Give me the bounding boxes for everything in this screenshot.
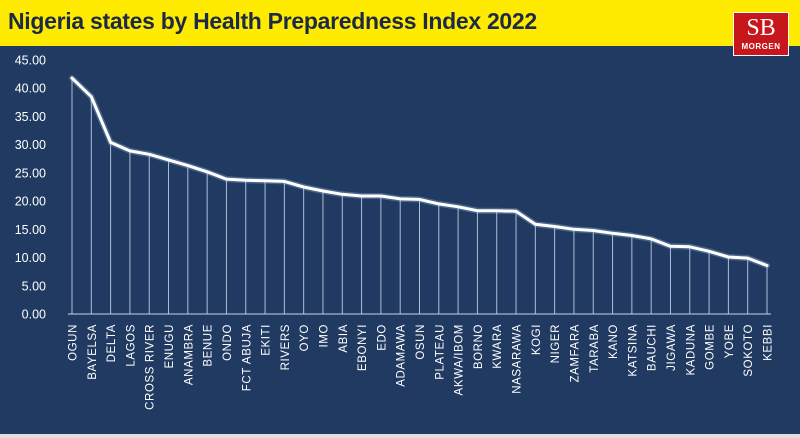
x-tick-label: IMO — [318, 324, 330, 348]
chart-title: Nigeria states by Health Preparedness In… — [8, 8, 537, 34]
x-tick-label: JIGAWA — [666, 324, 678, 371]
data-point — [109, 141, 112, 144]
data-point — [746, 256, 749, 260]
x-tick-label: BAUCHI — [647, 324, 659, 371]
logo-name: MORGEN — [741, 42, 781, 51]
x-tick-label: KATSINA — [627, 324, 639, 377]
x-tick-label: ZAMFARA — [569, 324, 581, 383]
data-point — [456, 205, 460, 208]
data-point — [592, 229, 595, 232]
brand-logo: SB MORGEN — [733, 12, 789, 56]
x-tick-label: NIGER — [550, 324, 562, 363]
x-tick-label: NASARAWA — [512, 324, 524, 394]
x-tick-label: CROSS RIVER — [145, 324, 157, 410]
y-tick-label: 10.00 — [15, 251, 46, 265]
x-tick-label: OGUN — [68, 324, 80, 361]
x-tick-label: TARABA — [589, 324, 601, 373]
x-tick-label: AKWA/IBOM — [454, 324, 466, 395]
data-point — [186, 164, 190, 167]
logo-mark: SB — [746, 15, 776, 41]
x-tick-label: RIVERS — [280, 324, 292, 370]
title-bar: Nigeria states by Health Preparedness In… — [0, 0, 800, 46]
data-point — [707, 250, 711, 253]
x-tick-label: ANAMBRA — [183, 324, 195, 385]
y-tick-label: 30.00 — [15, 138, 46, 152]
x-tick-label: BAYELSA — [87, 324, 99, 380]
data-point — [90, 95, 93, 98]
x-tick-label: OYO — [299, 324, 311, 351]
x-tick-label: YOBE — [724, 324, 736, 358]
data-point — [495, 209, 498, 212]
y-tick-label: 45.00 — [15, 54, 46, 68]
x-tick-label: ONDO — [222, 324, 234, 361]
y-tick-label: 15.00 — [15, 223, 46, 237]
data-point — [765, 264, 769, 267]
data-point — [225, 177, 228, 181]
x-tick-label: BENUE — [203, 324, 215, 367]
y-tick-label: 35.00 — [15, 110, 46, 124]
data-point — [128, 149, 132, 153]
x-tick-label: BORNO — [473, 324, 485, 369]
data-point — [572, 228, 576, 231]
data-point — [321, 189, 325, 193]
x-tick-label: OSUN — [415, 324, 427, 360]
data-point — [476, 209, 479, 212]
x-tick-label: KADUNA — [685, 324, 697, 376]
data-point — [148, 153, 151, 156]
data-point — [514, 210, 518, 213]
data-point — [398, 197, 402, 201]
data-point — [727, 255, 730, 259]
x-tick-label: SOKOTO — [743, 324, 755, 377]
x-tick-label: KWARA — [492, 324, 504, 369]
x-tick-label: DELTA — [106, 324, 118, 362]
data-point — [341, 193, 344, 196]
x-tick-label: FCT ABUJA — [241, 324, 253, 391]
x-tick-label: LAGOS — [125, 324, 137, 367]
data-point — [611, 232, 614, 235]
data-point — [167, 158, 170, 162]
y-tick-label: 5.00 — [22, 279, 46, 293]
data-point — [360, 194, 363, 198]
data-point — [244, 179, 247, 182]
data-point — [263, 179, 267, 182]
data-point — [437, 202, 441, 206]
x-tick-label: EKITI — [261, 324, 273, 356]
data-point — [283, 180, 286, 183]
x-tick-label: KANO — [608, 324, 620, 359]
x-tick-label: PLATEAU — [434, 324, 446, 380]
x-tick-label: ABIA — [338, 324, 350, 353]
data-point — [534, 223, 537, 226]
x-tick-label: EBONYI — [357, 324, 369, 371]
x-tick-label: ADAMAWA — [396, 324, 408, 387]
y-tick-label: 40.00 — [15, 82, 46, 96]
x-tick-label: GOMBE — [705, 324, 717, 370]
data-point — [688, 245, 691, 249]
data-point — [630, 234, 634, 237]
x-tick-label: KOGI — [531, 324, 543, 355]
y-tick-label: 25.00 — [15, 166, 46, 180]
y-tick-label: 20.00 — [15, 195, 46, 209]
data-point — [379, 194, 383, 198]
x-tick-label: ENUGU — [164, 324, 176, 369]
data-point — [205, 170, 209, 173]
data-point — [70, 76, 74, 80]
data-point — [418, 198, 421, 201]
data-point — [302, 185, 305, 189]
data-point — [553, 225, 556, 228]
data-point — [669, 245, 672, 248]
x-tick-label: KEBBI — [763, 324, 775, 361]
y-tick-label: 0.00 — [22, 308, 46, 322]
data-point — [649, 237, 653, 241]
x-tick-label: EDO — [376, 324, 388, 351]
